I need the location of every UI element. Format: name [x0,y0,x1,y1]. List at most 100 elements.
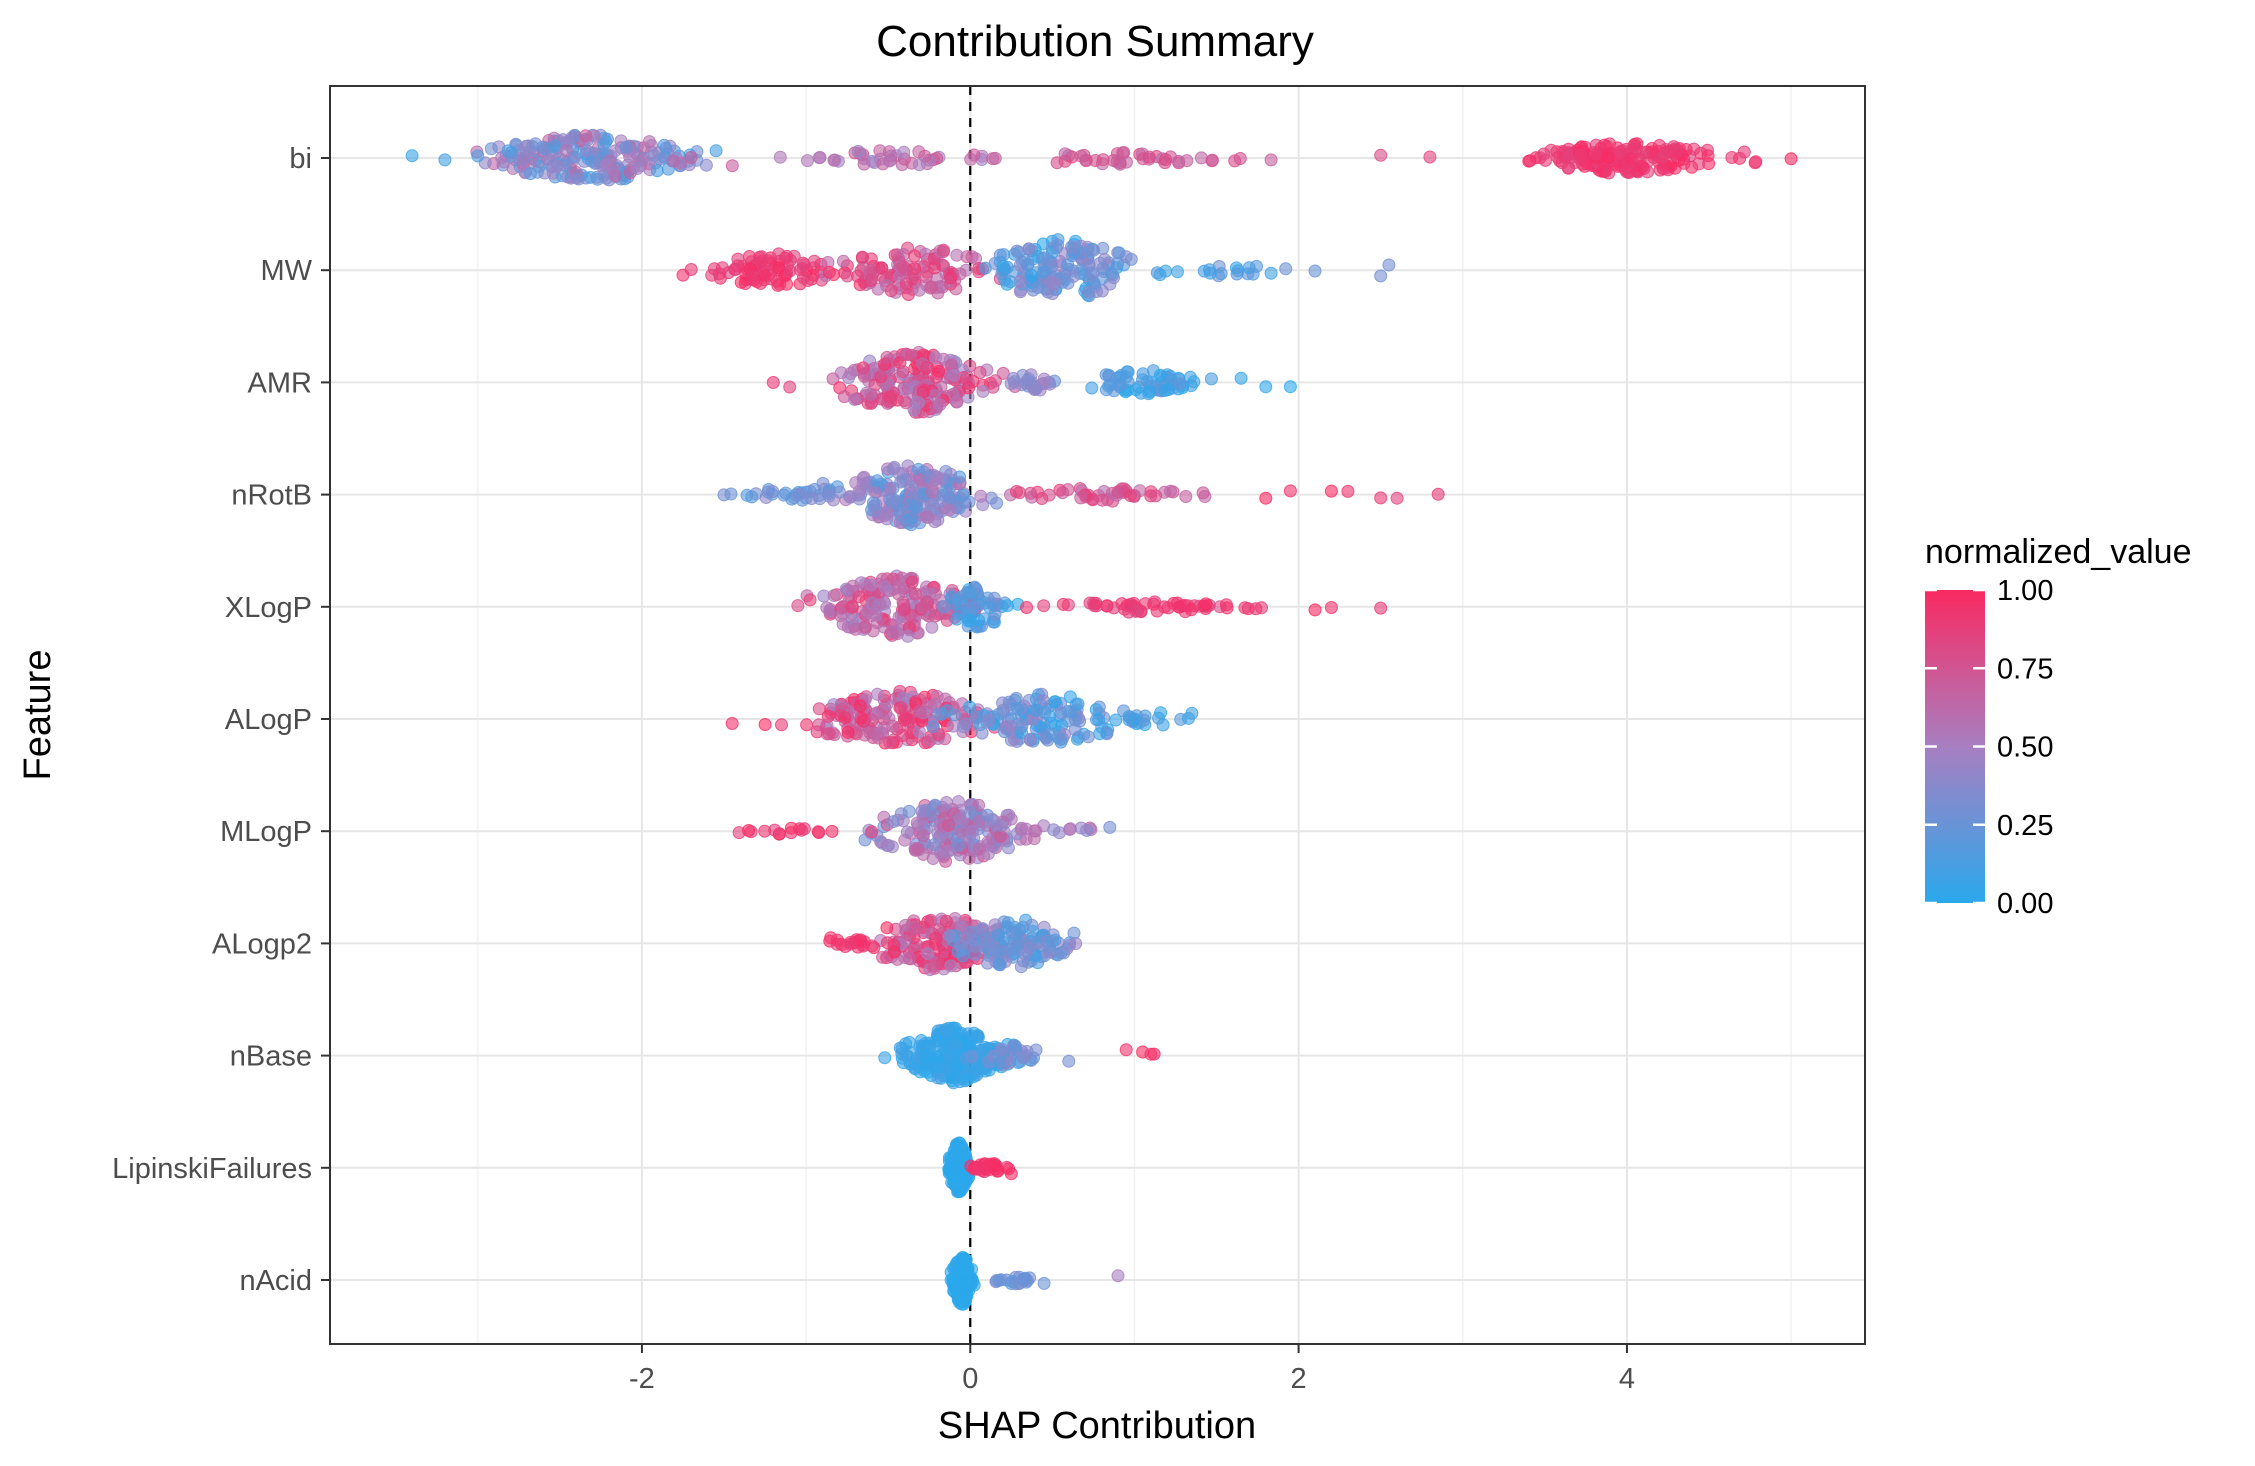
shap-point [1022,941,1036,955]
shap-point [1074,491,1088,505]
shap-point [858,728,872,742]
shap-point [803,593,817,607]
shap-point [928,261,942,275]
shap-point [843,490,857,504]
shap-point [920,595,934,609]
shap-point [797,822,811,836]
shap-point [1035,492,1049,505]
shap-point [962,851,976,865]
shap-point [1264,266,1278,280]
shap-point [970,925,984,939]
shap-point [1043,275,1057,289]
shap-point [572,172,586,186]
shap-point [921,947,935,961]
shap-point-outlier [1111,1269,1125,1283]
shap-point [963,700,977,714]
shap-point [864,387,878,401]
x-tick-label: 4 [1619,1363,1635,1395]
shap-point [972,798,986,812]
shap-point [956,488,970,502]
shap-point [1183,370,1197,384]
shap-point [1196,486,1210,500]
shap-point [1694,146,1708,160]
feature-points-XLogP [791,569,1388,643]
shap-point [896,365,910,378]
shap-point-outlier [1784,152,1798,166]
feature-points-nRotB [717,459,1445,532]
shap-point [963,613,977,627]
shap-point [1051,238,1065,252]
shap-point [955,1294,969,1308]
shap-point [1159,264,1173,278]
shap-point [927,959,941,973]
shap-point [974,489,988,503]
shap-point [1279,262,1293,276]
shap-point [1230,267,1244,281]
shap-point [998,932,1012,946]
legend-break-label: 0.00 [1997,888,2053,920]
shap-point [865,609,879,623]
shap-point [901,288,915,301]
shap-point [947,368,961,382]
shap-point [1026,924,1040,938]
shap-point-outlier [1004,1167,1018,1181]
shap-point [920,510,934,524]
shap-point [985,812,999,826]
shap-point [559,144,573,157]
shap-point-outlier [865,825,879,839]
x-tick-label: 2 [1291,1363,1307,1395]
shap-point [900,825,914,839]
shap-point [1107,601,1121,615]
shap-point-outlier [1283,484,1297,498]
shap-point-outlier [758,718,772,731]
shap-point [1238,601,1252,615]
shap-point [1074,149,1088,163]
feature-points-ALogP [725,684,1199,750]
shap-point-outlier [471,149,485,163]
shap-point [848,392,862,406]
shap-point [978,261,992,275]
shap-point-outlier [1283,380,1297,394]
shap-point [1205,154,1219,168]
x-axis-title: SHAP Contribution [938,1405,1256,1447]
shap-point [953,470,967,484]
shap-point [1161,601,1175,615]
shap-point [1016,1051,1030,1065]
shap-point [988,151,1002,165]
shap-point [1214,267,1228,281]
shap-point [783,264,797,278]
shap-point [1603,137,1617,151]
shap-point [950,612,964,626]
shap-point [1173,377,1187,391]
shap-point [838,940,852,953]
shap-point [836,254,850,268]
shap-point-outlier [1341,484,1355,498]
shap-point [1602,166,1616,180]
shap-point [866,266,880,279]
shap-point [1037,251,1051,265]
shap-point [856,471,870,485]
data-points [405,128,1798,1311]
shap-point-outlier [1259,380,1273,394]
shap-point-outlier [1374,601,1388,615]
shap-point [928,609,942,623]
shap-point [1029,380,1043,394]
shap-point [773,150,787,164]
shap-point [992,1273,1006,1287]
shap-point [888,494,902,508]
shap-point [963,586,976,600]
shap-point [1112,246,1126,260]
shap-point [970,1029,984,1043]
shap-point [911,396,925,410]
shap-point [865,596,879,610]
shap-point [1264,153,1278,167]
shap-point [1561,161,1575,175]
shap-point [880,350,894,364]
shap-point [1064,705,1078,719]
shap-point [772,247,786,261]
shap-point [712,267,726,281]
shap-point [1111,485,1125,499]
shap-point [1028,824,1041,838]
shap-point [820,601,834,615]
